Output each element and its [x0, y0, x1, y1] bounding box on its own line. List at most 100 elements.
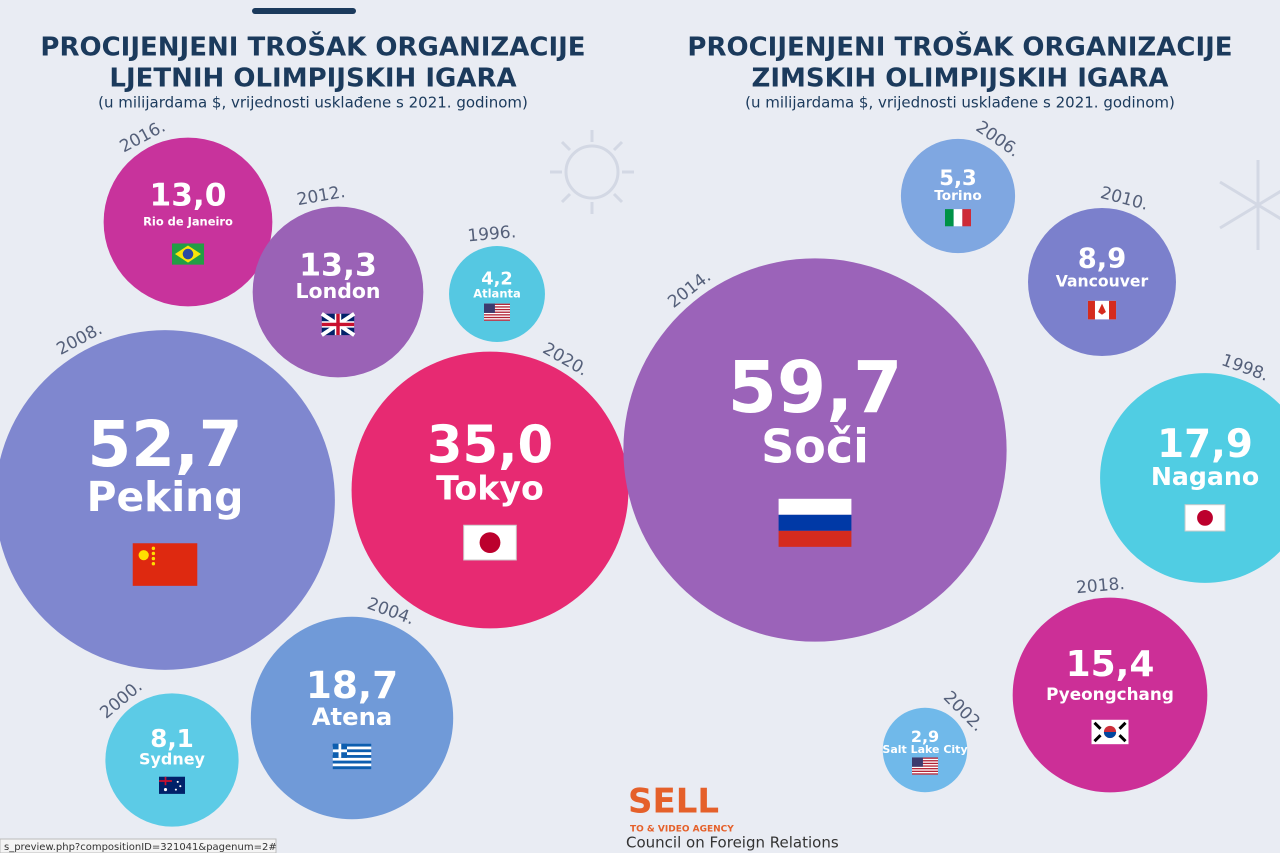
year-label: 1996.	[467, 222, 517, 246]
flag-part	[1103, 731, 1117, 739]
flag-part	[182, 248, 194, 260]
flag-part	[151, 551, 156, 556]
chart-title: LJETNIH OLIMPIJSKIH IGARA	[109, 64, 516, 94]
flag	[912, 757, 938, 775]
bubble	[900, 138, 1016, 254]
flag	[1184, 504, 1226, 532]
value-label: 13,3	[299, 247, 377, 283]
city-label: Vancouver	[1056, 273, 1149, 291]
flag	[159, 776, 185, 794]
flag-part	[1197, 509, 1213, 526]
flag-part	[159, 776, 172, 786]
flag-part	[778, 498, 852, 515]
bubble	[882, 707, 968, 793]
flag-part	[332, 757, 372, 761]
city-label: Sydney	[139, 750, 206, 769]
flag-part	[332, 746, 372, 750]
city-label: Salt Lake City	[882, 743, 967, 756]
flag	[1091, 719, 1129, 745]
flag	[132, 543, 198, 586]
flag-part	[1093, 721, 1127, 743]
flag-part	[151, 546, 156, 551]
flag-part	[484, 308, 510, 311]
bubble	[623, 258, 1007, 642]
flag	[778, 498, 852, 547]
value-label: 52,7	[87, 408, 242, 481]
flag-part	[132, 543, 198, 586]
flag-part	[463, 524, 517, 561]
flag	[463, 524, 517, 561]
flag-part	[163, 788, 168, 792]
flag-part	[321, 313, 355, 336]
source: Council on Foreign Relations	[626, 834, 839, 852]
flag-part	[484, 303, 510, 305]
flag-part	[179, 785, 182, 788]
flag-part	[138, 550, 149, 561]
city-label: London	[296, 279, 381, 303]
chart-subtitle: (u milijardama $, vrijednosti usklađene …	[745, 94, 1175, 112]
flag-part	[912, 768, 938, 770]
agency: TO & VIDEO AGENCY	[630, 825, 734, 835]
value-label: 8,9	[1078, 243, 1126, 274]
flag-part	[945, 209, 954, 227]
flag-part	[778, 514, 852, 531]
flag-part	[1098, 303, 1106, 315]
flag-part	[912, 757, 938, 759]
chart-subtitle: (u milijardama $, vrijednosti usklađene …	[98, 94, 528, 112]
flag-part	[176, 780, 179, 783]
city-label: Rio de Janeiro	[143, 215, 233, 229]
chart-title: PROCIJENJENI TROŠAK ORGANIZACIJE	[40, 31, 585, 63]
flag-part	[484, 316, 510, 319]
value-label: 15,4	[1066, 644, 1155, 685]
value-label: 17,9	[1157, 422, 1253, 467]
year-label: 2018.	[1075, 574, 1125, 598]
value-label: 4,2	[481, 270, 512, 290]
bubble	[449, 246, 545, 342]
flag-part	[962, 209, 971, 227]
status-bar	[0, 838, 277, 853]
flag	[1087, 300, 1117, 320]
chart-title: PROCIJENJENI TROŠAK ORGANIZACIJE	[687, 31, 1232, 63]
value-label: 5,3	[939, 165, 976, 190]
value-label: 2,9	[911, 727, 939, 746]
bubble	[1012, 597, 1208, 793]
city-label: Peking	[87, 473, 244, 521]
top-bar	[252, 8, 356, 14]
flag-part	[484, 314, 510, 316]
flag-part	[332, 766, 372, 770]
flag-part	[778, 530, 852, 547]
sun-icon	[550, 130, 634, 214]
bubble	[0, 330, 335, 670]
flag-part	[912, 757, 923, 767]
chart-title: ZIMSKIH OLIMPIJSKIH IGARA	[751, 64, 1168, 94]
flag-part	[912, 760, 938, 762]
flag-part	[332, 749, 372, 753]
flag-part	[151, 561, 156, 566]
status-url: s_preview.php?compositionID=321041&pagen…	[4, 842, 277, 853]
flag-part	[953, 209, 963, 227]
value-label: 8,1	[150, 724, 194, 753]
flag-part	[151, 556, 156, 561]
value-label: 13,0	[150, 178, 227, 214]
flag-part	[332, 755, 372, 758]
flag-part	[159, 776, 185, 794]
flag-part	[484, 311, 510, 313]
bubble	[250, 616, 454, 820]
bubble	[105, 693, 239, 827]
value-label: 18,7	[306, 663, 398, 707]
value-label: 59,7	[728, 346, 903, 429]
flag-part	[912, 773, 938, 775]
value-label: 35,0	[427, 415, 553, 475]
flag-part	[332, 743, 372, 747]
snowflake-icon	[1219, 160, 1280, 250]
city-label: Atena	[312, 702, 393, 731]
flag	[171, 243, 205, 265]
city-label: Pyeongchang	[1046, 684, 1174, 704]
flag-part	[332, 760, 372, 764]
city-label: Tokyo	[436, 469, 544, 508]
flag-part	[912, 770, 938, 772]
flag-part	[1087, 300, 1095, 320]
bubble	[252, 206, 424, 378]
